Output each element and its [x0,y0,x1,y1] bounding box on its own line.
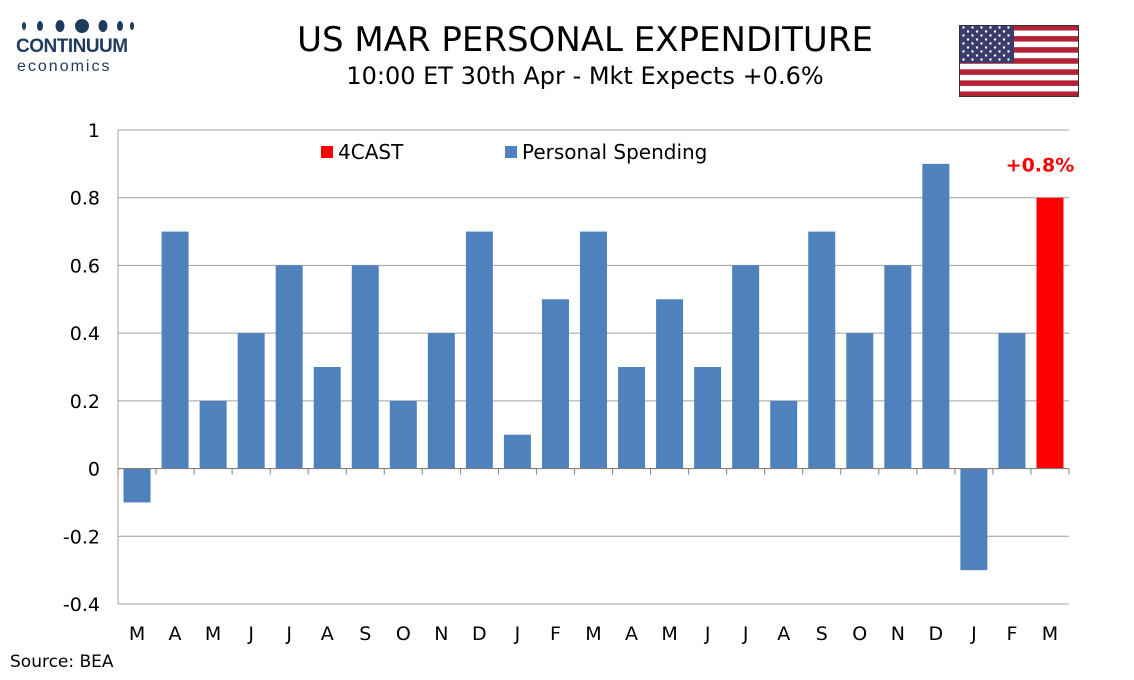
x-tick-label: M [661,623,677,645]
x-tick-label: J [704,623,711,645]
x-tick-label: J [742,623,749,645]
spending-bar [922,163,950,469]
x-tick-label: F [550,623,561,645]
legend-swatch [321,146,333,158]
spending-bar [389,400,417,469]
x-tick-label: J [514,623,521,645]
y-tick-label: 1 [88,120,100,142]
spending-bar [960,468,988,571]
x-tick-label: M [205,623,221,645]
spending-bar [427,333,455,469]
x-tick-label: F [1006,623,1017,645]
spending-bar [732,265,760,469]
x-tick-label: S [359,623,371,645]
logo-subtitle: economics [17,58,112,75]
legend-label: 4CAST [338,140,404,164]
logo-dots-icon [22,19,134,33]
spending-bar [465,231,493,469]
spending-bar [161,231,189,469]
spending-bar [846,333,874,469]
x-tick-label: D [472,623,487,645]
forecast-label: +0.8% [1006,155,1075,177]
spending-bar [884,265,912,469]
x-tick-label: M [1042,623,1058,645]
spending-bar [275,265,303,469]
x-tick-label: S [816,623,828,645]
us-flag-icon [959,25,1079,97]
x-tick-label: A [169,623,182,645]
spending-bar [351,265,379,469]
x-tick-label: A [777,623,790,645]
continuum-logo: CONTINUUM economics [12,14,142,76]
x-tick-label: M [585,623,601,645]
spending-bar [237,333,265,469]
x-tick-label: M [129,623,145,645]
source-note: Source: BEA [10,652,114,672]
forecast-bar [1036,197,1064,469]
legend-swatch [505,146,517,158]
chart-subtitle: 10:00 ET 30th Apr - Mkt Expects +0.6% [346,62,824,90]
spending-bar [123,468,151,503]
x-tick-label: J [970,623,977,645]
spending-bar [618,367,646,469]
x-tick-label: J [285,623,292,645]
y-tick-label: 0.6 [70,255,100,277]
spending-bar [808,231,836,469]
logo-name: CONTINUUM [16,36,128,57]
spending-bar [503,434,531,469]
y-tick-label: -0.2 [63,526,100,548]
spending-bar [694,367,722,469]
spending-bar [313,367,341,469]
x-tick-label: A [321,623,334,645]
x-tick-label: O [852,623,867,645]
y-tick-label: 0.8 [70,188,100,210]
x-tick-label: D [929,623,944,645]
y-tick-label: 0.4 [70,323,100,345]
spending-bar [998,333,1026,469]
y-tick-label: 0.2 [70,391,100,413]
x-tick-label: O [396,623,411,645]
spending-bar [770,400,798,469]
legend-label: Personal Spending [522,140,707,164]
spending-bar [580,231,607,469]
chart-title: US MAR PERSONAL EXPENDITURE [297,20,873,60]
x-tick-label: A [625,623,638,645]
spending-bar [541,299,569,469]
x-tick-label: J [247,623,254,645]
y-tick-label: 0 [88,459,100,481]
x-tick-label: N [891,623,905,645]
spending-bar [656,299,684,469]
spending-bar [199,400,227,469]
y-tick-label: -0.4 [63,594,100,616]
x-tick-label: N [434,623,448,645]
